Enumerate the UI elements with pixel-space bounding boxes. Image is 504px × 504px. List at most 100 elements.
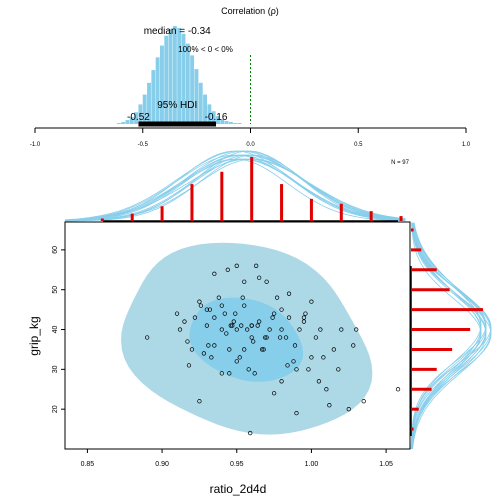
- posterior-bar: [194, 69, 199, 124]
- scatter-point: [301, 315, 307, 320]
- scatter-point: [219, 327, 224, 332]
- posterior-tick-label: 0.0: [246, 142, 255, 148]
- posterior-ticks: -1.0 -0.5 0.0 0.5 1.0: [30, 128, 471, 148]
- scatter-point: [197, 299, 202, 304]
- scatter-point: [227, 371, 232, 376]
- scatter-points: [144, 263, 401, 436]
- scatter-point: [255, 323, 260, 328]
- scatter-point: [361, 399, 366, 404]
- scatter-point: [346, 407, 351, 412]
- scatter-point: [234, 359, 239, 364]
- posterior-bar: [220, 119, 225, 124]
- scatter-point: [246, 367, 251, 372]
- scatter-point: [318, 327, 323, 332]
- top-density-curve: [64, 150, 406, 221]
- top-density-curves: [64, 150, 406, 222]
- scatter-point: [294, 411, 299, 416]
- scatter-point: [144, 335, 150, 340]
- scatter-point: [240, 295, 245, 300]
- scatter-point: [192, 315, 198, 320]
- scatter-point: [316, 379, 322, 384]
- scatter-point: [177, 327, 183, 332]
- scatter-panel: 0.85 0.90 0.95 1.00 1.05 20 30 40 50 60 ratio_2d…: [27, 221, 411, 496]
- scatter-point: [228, 323, 233, 328]
- posterior-bar: [177, 27, 182, 124]
- scatter-point: [212, 315, 217, 320]
- scatter-point: [271, 311, 277, 316]
- hdi-label: 95% HDI: [157, 100, 197, 111]
- inner-credible-region: [189, 297, 303, 382]
- scatter-point: [274, 295, 280, 300]
- right-density-curve: [410, 222, 487, 449]
- scatter-point: [201, 351, 207, 356]
- y-tick-label: 60: [52, 246, 59, 254]
- x-tick-label: 0.95: [230, 461, 244, 468]
- top-density-curve: [64, 154, 406, 221]
- posterior-bar: [151, 70, 156, 124]
- scatter-point: [292, 343, 298, 348]
- posterior-bar: [172, 26, 177, 124]
- posterior-bar: [207, 104, 212, 124]
- y-tick-label: 20: [52, 405, 59, 413]
- scatter-point: [234, 327, 239, 332]
- posterior-tick-label: 1.0: [462, 142, 471, 148]
- right-density-curves: [410, 222, 492, 450]
- scatter-point: [264, 335, 269, 340]
- posterior-bar: [198, 82, 203, 124]
- scatter-point: [257, 319, 262, 324]
- scatter-point: [351, 343, 356, 348]
- credible-ellipses: [121, 242, 373, 435]
- posterior-bar: [125, 120, 130, 124]
- top-density-curve: [64, 154, 406, 222]
- scatter-point: [186, 363, 192, 368]
- posterior-panel: Correlation (ρ) 100% < 0 < 0% median = -…: [30, 6, 471, 148]
- scatter-point: [306, 367, 311, 372]
- scatter-point: [252, 371, 257, 376]
- scatter-point: [198, 303, 204, 308]
- posterior-bar: [181, 33, 186, 125]
- scatter-point: [257, 275, 262, 280]
- posterior-bar: [155, 57, 160, 124]
- posterior-bar: [164, 35, 169, 124]
- scatter-point: [279, 379, 284, 384]
- scatter-point: [277, 335, 283, 340]
- scatter-point: [285, 363, 290, 368]
- posterior-bar: [147, 82, 151, 124]
- posterior-bar: [203, 94, 207, 124]
- scatter-point: [286, 291, 292, 296]
- y-tick-label: 30: [52, 365, 59, 373]
- posterior-bar: [211, 111, 216, 124]
- posterior-bar: [233, 123, 238, 124]
- scatter-point: [259, 347, 265, 352]
- comparison-label: 100% < 0 < 0%: [178, 45, 233, 54]
- scatter-point: [206, 343, 211, 348]
- scatter-point: [395, 387, 401, 392]
- y-axis-label: grip_kg: [27, 316, 41, 355]
- scatter-point: [303, 311, 308, 316]
- scatter-point: [185, 339, 190, 344]
- posterior-tick-label: -0.5: [138, 142, 149, 148]
- scatter-point: [216, 295, 221, 300]
- scatter-point: [249, 335, 254, 340]
- x-tick-label: 0.90: [155, 461, 169, 468]
- scatter-point: [279, 327, 284, 332]
- x-tick-label: 1.00: [305, 461, 319, 468]
- right-density-curve: [411, 222, 487, 450]
- posterior-tick-label: 0.5: [354, 142, 363, 148]
- scatter-point: [248, 430, 253, 436]
- scatter-point: [204, 307, 210, 312]
- scatter-point: [204, 323, 210, 328]
- posterior-bar: [134, 112, 139, 124]
- scatter-point: [230, 323, 235, 328]
- posterior-bar: [190, 55, 195, 124]
- posterior-histogram: [116, 26, 242, 125]
- scatter-x-ticks: 0.85 0.90 0.95 1.00 1.05: [81, 449, 393, 468]
- posterior-bar: [216, 116, 220, 124]
- scatter-point: [189, 347, 195, 352]
- scatter-point: [261, 347, 266, 352]
- scatter-point: [212, 271, 217, 276]
- scatter-point: [336, 367, 341, 372]
- scatter-point: [321, 355, 326, 360]
- posterior-bar: [116, 123, 121, 124]
